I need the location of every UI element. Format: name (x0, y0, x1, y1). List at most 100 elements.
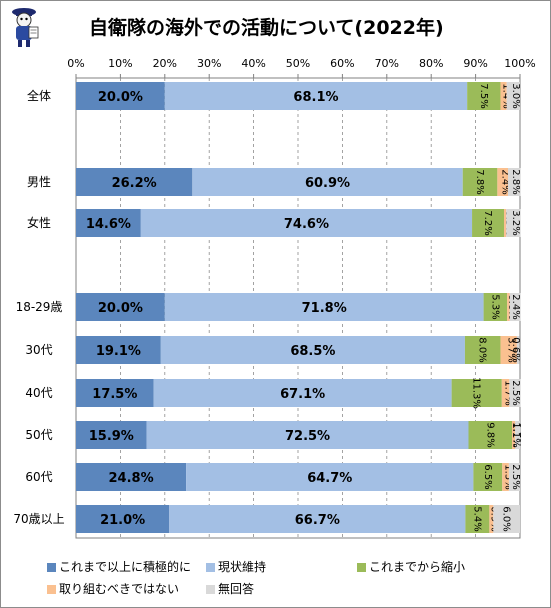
data-label: 9.8% (484, 422, 495, 447)
data-label: 19.1% (96, 344, 141, 359)
legend-label: 取り組むべきではない (59, 582, 180, 596)
data-label: 6.0% (501, 506, 512, 531)
bar-segment (76, 421, 147, 449)
bar-segment (164, 293, 484, 321)
bar-segment (451, 379, 502, 407)
x-tick-label: 20% (153, 57, 177, 70)
legend-item-series-5: 無回答 (206, 580, 254, 597)
bar-segment (76, 209, 141, 237)
mascot-icon (12, 8, 39, 47)
bar-segment (508, 168, 521, 196)
bar-segment (506, 82, 520, 110)
legend-swatch (47, 585, 56, 594)
data-label: 2.4% (500, 169, 511, 194)
bar-segment (164, 82, 468, 110)
bar-segment (507, 293, 510, 321)
data-label: 1.1% (510, 422, 521, 447)
data-label: 2.4% (510, 294, 521, 319)
bar-segment (76, 463, 187, 491)
data-label: 60.9% (305, 176, 350, 191)
category-label: 女性 (27, 215, 51, 230)
bar-segment (500, 336, 517, 364)
data-label: 1.4% (501, 83, 512, 108)
bar-segment (512, 421, 516, 449)
x-tick-label: 80% (419, 57, 443, 70)
bar-segment (483, 293, 508, 321)
category-label: 男性 (27, 175, 51, 189)
data-label: 17.5% (92, 387, 137, 402)
bar-segment (76, 168, 193, 196)
bar-segment (497, 168, 509, 196)
bar-segment (501, 379, 510, 407)
data-label: 21.0% (100, 513, 145, 528)
bar-segment (465, 505, 490, 533)
data-label: 68.5% (290, 344, 335, 359)
category-label: 全体 (27, 88, 51, 103)
bar-segment (153, 379, 452, 407)
x-tick-label: 10% (108, 57, 132, 70)
bar-segment (493, 505, 520, 533)
data-label: 26.2% (112, 176, 157, 191)
bar-segment (509, 379, 521, 407)
bar-segment (509, 293, 521, 321)
bar-segment (76, 505, 170, 533)
bar-segment (462, 168, 498, 196)
legend-label: これまで以上に積極的に (59, 560, 192, 574)
bar-segment (500, 82, 507, 110)
data-label: 0.6% (510, 337, 521, 362)
data-label: 1.5% (503, 464, 514, 489)
x-tick-label: 90% (463, 57, 487, 70)
x-tick-label: 70% (375, 57, 399, 70)
data-label: 5.4% (471, 506, 482, 531)
data-label: 74.6% (284, 217, 329, 232)
bar-segment (489, 505, 494, 533)
legend-swatch (206, 563, 215, 572)
legend-label: これまでから縮小 (369, 560, 466, 574)
bar-segment (186, 463, 474, 491)
x-tick-label: 50% (286, 57, 310, 70)
legend-swatch (357, 563, 366, 572)
bar-segment (515, 421, 520, 449)
bar-segment (464, 336, 501, 364)
bar-segment (516, 336, 520, 364)
bar-segment (140, 209, 473, 237)
data-label: 14.6% (86, 217, 131, 232)
bar-segment (160, 336, 465, 364)
bar-segment (76, 336, 161, 364)
bar-segment (468, 421, 513, 449)
data-label: 2.5% (510, 380, 521, 405)
category-label: 70歳以上 (13, 512, 64, 526)
data-label: 11.3% (471, 377, 482, 409)
x-tick-label: 100% (504, 57, 535, 70)
bar-segment (76, 293, 165, 321)
bar-segment (169, 505, 466, 533)
legend-item-series-1: これまで以上に積極的に (47, 558, 191, 575)
data-label: 71.8% (302, 301, 347, 316)
data-label: 20.0% (98, 90, 143, 105)
bar-segment (192, 168, 463, 196)
data-label: 6.5% (482, 464, 493, 489)
bar-segment (506, 209, 521, 237)
category-label: 18-29歳 (16, 300, 63, 314)
data-label: 15.9% (89, 429, 134, 444)
chart-title: 自衛隊の海外での活動について(2022年) (89, 16, 444, 39)
legend-label: 無回答 (218, 582, 255, 596)
bar-segment (508, 463, 520, 491)
data-label: 72.5% (285, 429, 330, 444)
bar-segment (472, 209, 505, 237)
bar-segment (467, 82, 501, 110)
data-label: 7.2% (482, 210, 493, 235)
bar-segment (502, 463, 509, 491)
data-label: 66.7% (295, 513, 340, 528)
data-label: 2.8% (510, 169, 521, 194)
data-label: 2.5% (510, 464, 521, 489)
legend-item-series-3: これまでから縮小 (357, 558, 465, 575)
data-label: 64.7% (307, 471, 352, 486)
bar-segment (76, 82, 165, 110)
data-label: 67.1% (280, 387, 325, 402)
legend-swatch (206, 585, 215, 594)
bar-segment (504, 209, 507, 237)
x-tick-label: 30% (197, 57, 221, 70)
